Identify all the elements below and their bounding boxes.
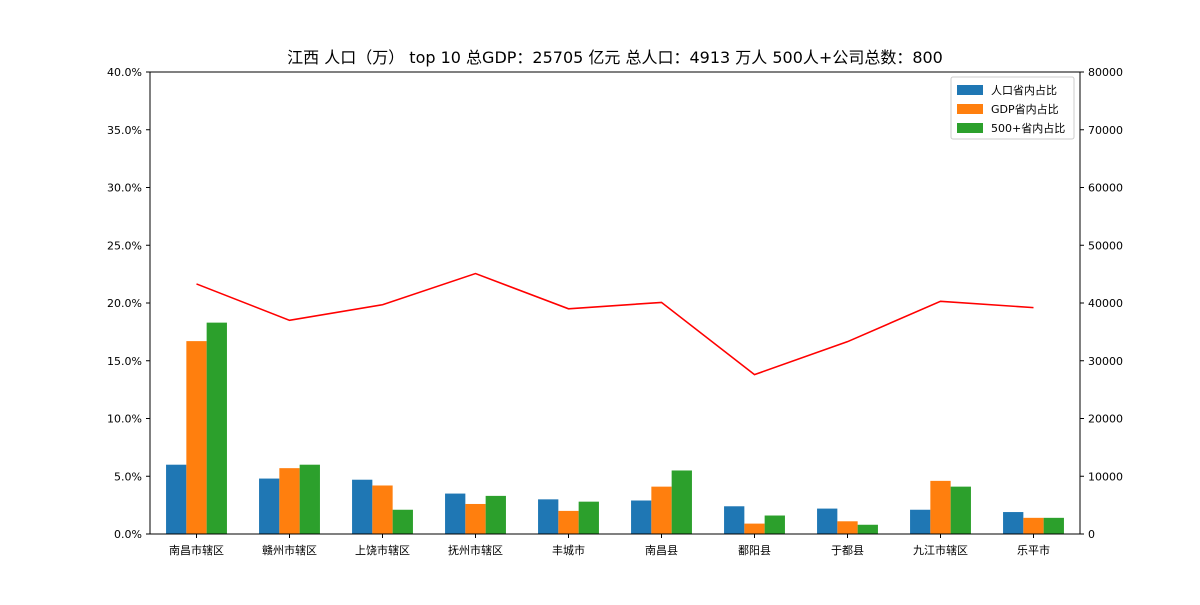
x-tick-label: 于都县	[831, 544, 864, 557]
right-tick-label: 80000	[1088, 66, 1123, 79]
bar-3-9	[950, 486, 971, 534]
bar-2-4	[465, 503, 486, 534]
bar-2-9	[930, 480, 951, 534]
right-tick-label: 30000	[1088, 355, 1123, 368]
plot-frame	[149, 71, 1081, 535]
x-tick-label: 乐平市	[1017, 543, 1050, 557]
bar-2-10	[1023, 517, 1044, 534]
bar-3-7	[764, 515, 785, 534]
left-tick-label: 10.0%	[107, 413, 142, 426]
bar-2-8	[837, 521, 858, 534]
bar-3-10	[1043, 517, 1064, 534]
left-tick-label: 25.0%	[107, 239, 142, 252]
right-tick-label: 60000	[1088, 182, 1123, 195]
bar-3-2	[299, 464, 320, 534]
left-tick-label: 5.0%	[114, 470, 142, 483]
bar-2-6	[651, 486, 672, 534]
x-tick-label: 南昌县	[645, 544, 678, 557]
left-tick-label: 35.0%	[107, 124, 142, 137]
bar-2-2	[279, 468, 300, 534]
right-tick-label: 50000	[1088, 239, 1123, 252]
x-tick-label: 上饶市辖区	[355, 543, 410, 557]
legend-swatch-3	[957, 123, 983, 133]
bar-1-3	[352, 479, 373, 534]
bar-3-4	[485, 495, 506, 534]
bar-3-8	[857, 524, 878, 534]
x-tick-label: 抚州市辖区	[448, 543, 503, 557]
bar-3-3	[392, 509, 413, 534]
bar-2-1	[186, 341, 207, 534]
legend-swatch-2	[957, 104, 983, 114]
chart-title: 江西 人口（万） top 10 总GDP：25705 亿元 总人口：4913 万…	[287, 48, 943, 67]
right-tick-label: 0	[1088, 528, 1095, 541]
bar-1-9	[910, 509, 931, 534]
bar-2-5	[558, 510, 579, 534]
right-tick-label: 20000	[1088, 413, 1123, 426]
bar-1-4	[445, 493, 466, 534]
x-tick-label: 鄱阳县	[738, 544, 771, 557]
x-tick-label: 丰城市	[552, 543, 585, 557]
right-tick-label: 40000	[1088, 297, 1123, 310]
bar-1-10	[1003, 512, 1024, 534]
left-tick-label: 30.0%	[107, 182, 142, 195]
left-tick-label: 40.0%	[107, 66, 142, 79]
x-tick-label: 南昌市辖区	[169, 543, 224, 557]
bar-1-7	[724, 506, 745, 534]
legend-swatch-1	[957, 85, 983, 95]
bar-1-5	[538, 499, 559, 534]
left-tick-label: 0.0%	[114, 528, 142, 541]
legend-label-3: 500+省内占比	[991, 121, 1065, 135]
bar-2-7	[744, 523, 765, 534]
right-tick-label: 10000	[1088, 470, 1123, 483]
left-tick-label: 20.0%	[107, 297, 142, 310]
legend-label-2: GDP省内占比	[991, 102, 1059, 116]
left-tick-label: 15.0%	[107, 355, 142, 368]
bar-3-1	[206, 322, 227, 534]
x-tick-label: 赣州市辖区	[262, 543, 317, 557]
legend-label-1: 人口省内占比	[991, 83, 1057, 97]
bar-3-6	[671, 470, 692, 534]
right-tick-label: 70000	[1088, 124, 1123, 137]
line-series-1	[196, 272, 1034, 376]
bar-1-8	[817, 508, 838, 534]
bar-1-1	[166, 464, 187, 534]
bar-1-2	[259, 478, 280, 534]
plot-area: 0.0% 5.0% 10.0% 15.0% 20.0% 25.0% 30.0% 35.0% 40…	[107, 66, 1123, 557]
bar-3-5	[578, 501, 599, 534]
bar-1-6	[631, 500, 652, 534]
x-tick-label: 九江市辖区	[913, 543, 968, 557]
bar-2-3	[372, 485, 393, 534]
